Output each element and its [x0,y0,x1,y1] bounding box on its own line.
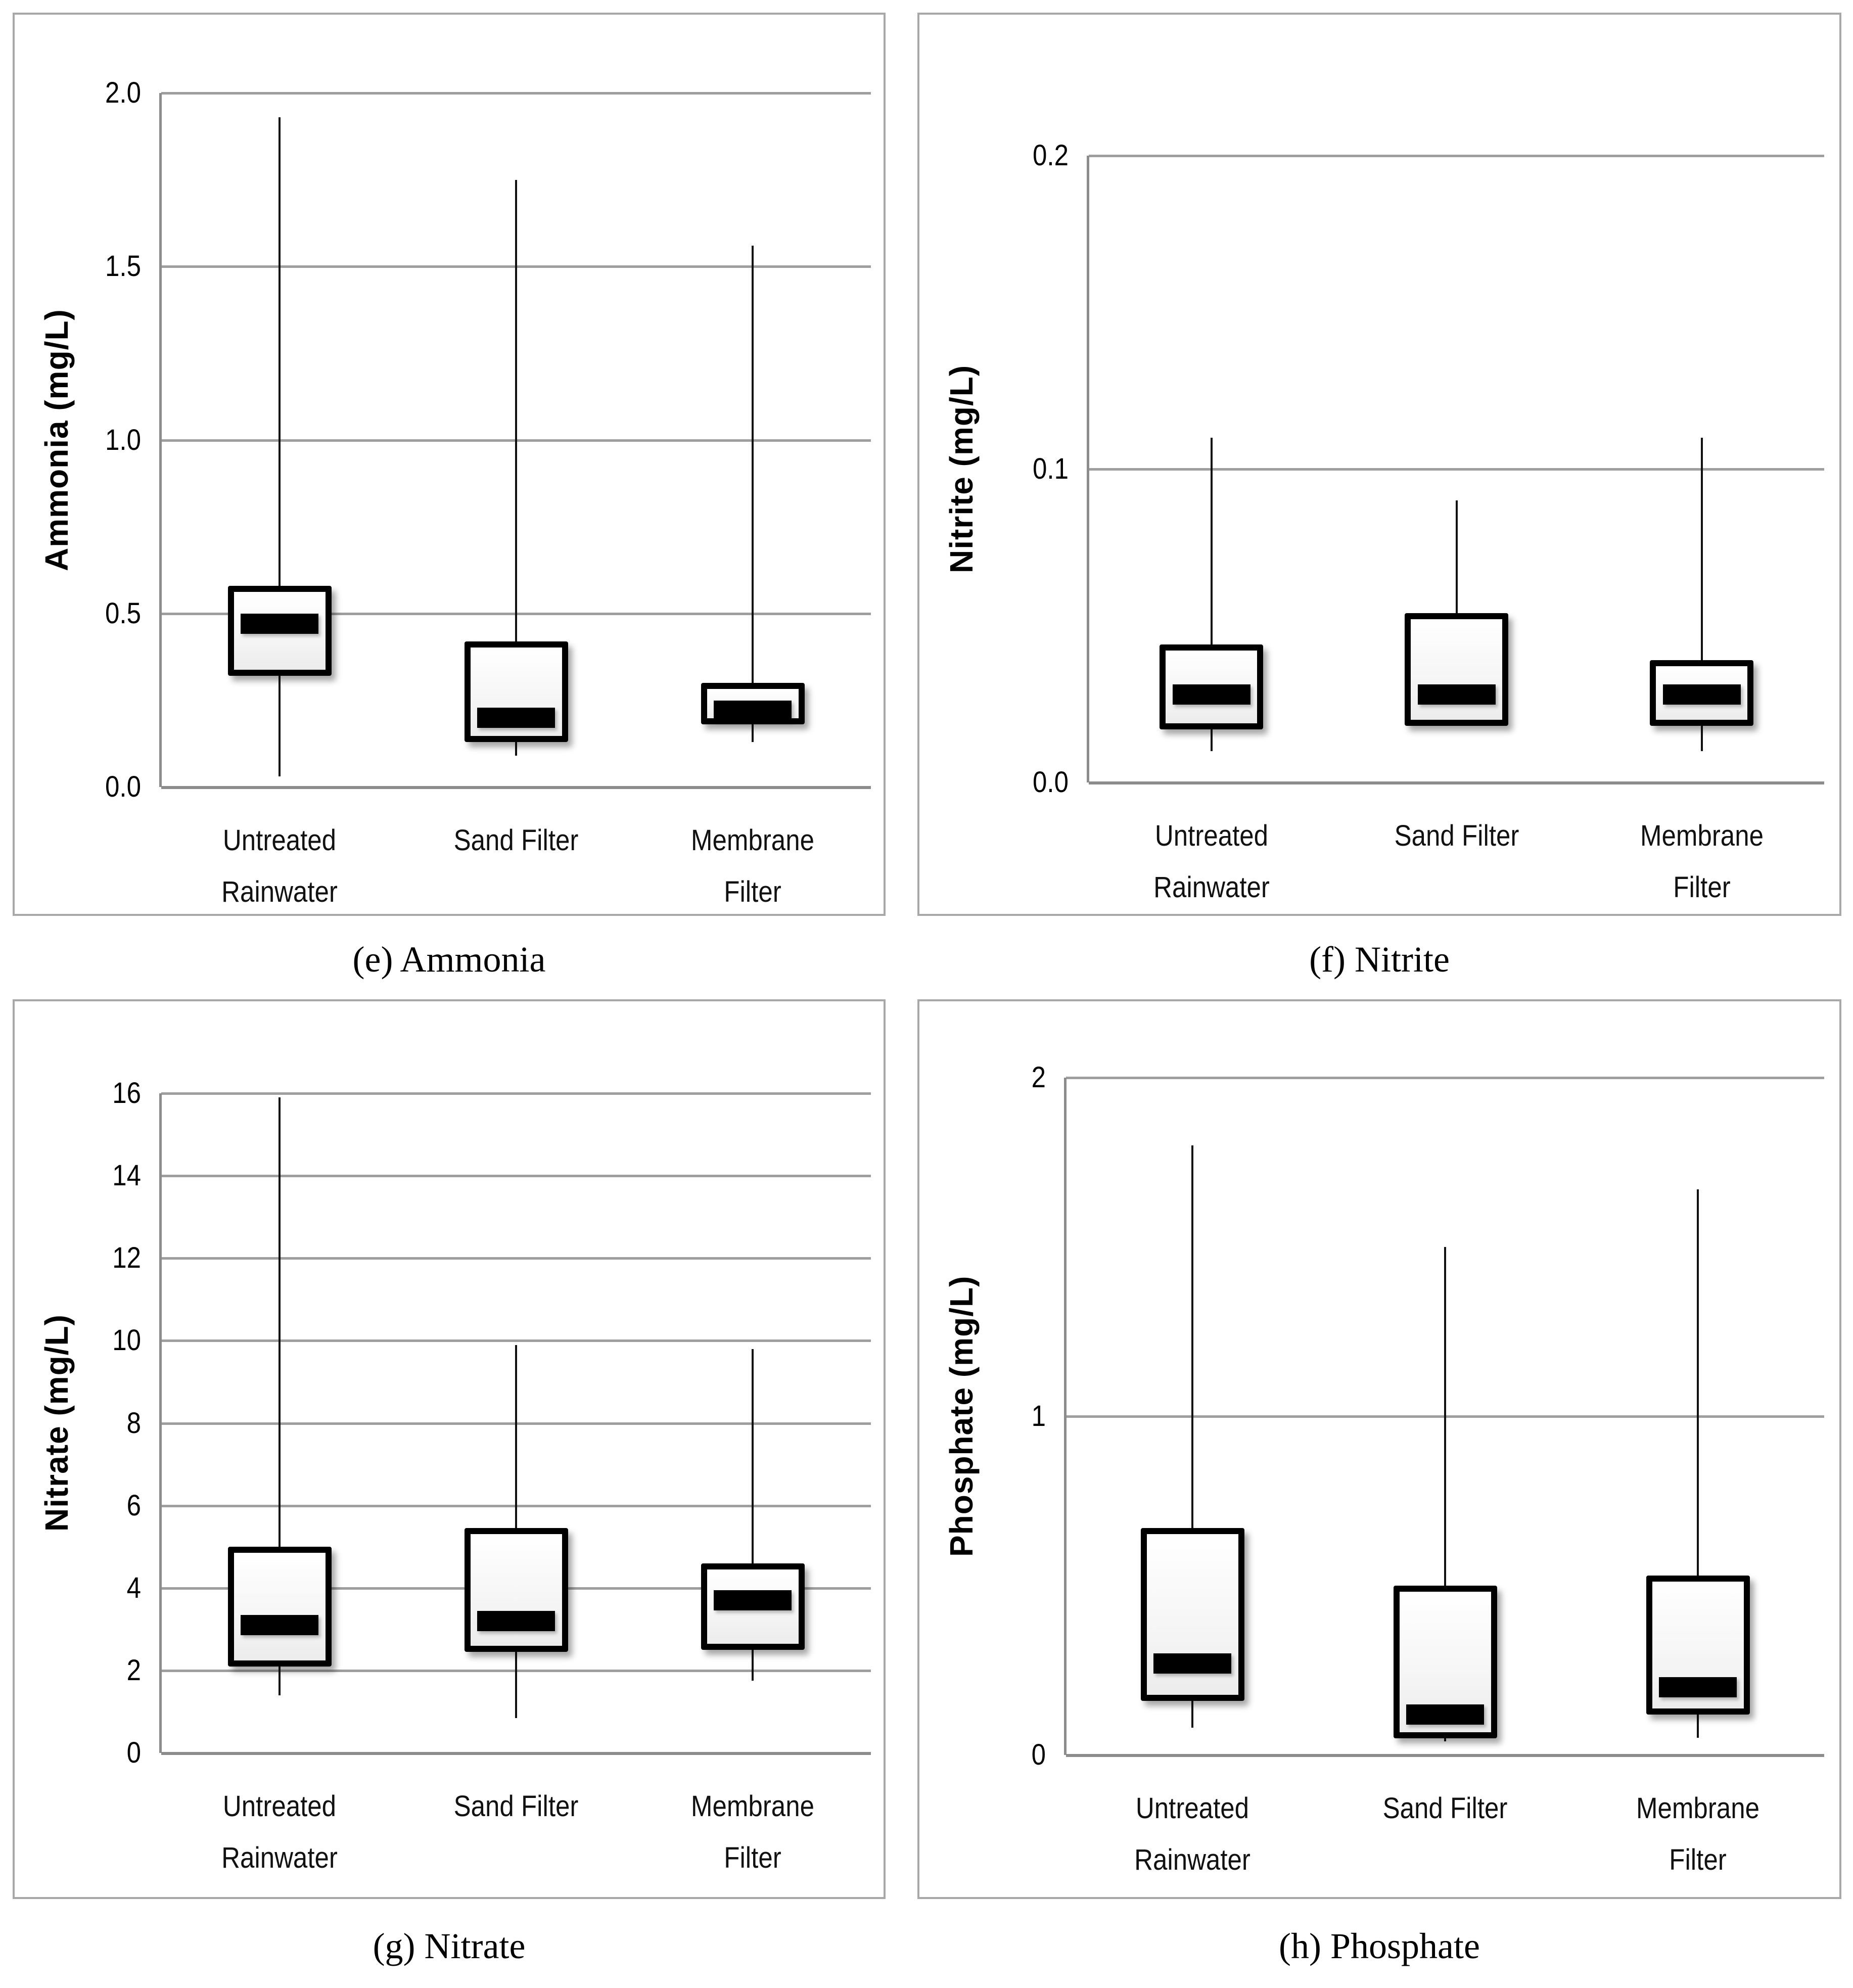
whisker [1697,1189,1699,1738]
y-tick-label: 2.0 [105,76,141,109]
box-plot-box [227,1547,332,1667]
median-bar [477,1611,555,1631]
category-label: Membrane Filter [691,1790,814,1874]
y-tick-label: 1.0 [105,423,141,456]
box-plot-box [1405,613,1508,726]
y-tick-label: 16 [112,1077,141,1109]
y-axis-line [1064,1078,1067,1755]
category-label: Sand Filter [1394,819,1519,852]
y-tick-label: 0 [126,1736,141,1769]
whisker [1700,438,1703,751]
y-tick-label: 1 [1031,1400,1046,1432]
category-label: Sand Filter [1382,1792,1508,1825]
chart-panel-nitrate: Nitrate (mg/L) 16 14 12 10 8 6 4 2 0 Untreated Ra… [13,999,886,1899]
y-tick-label: 2 [1031,1061,1046,1094]
chart-panel-nitrite: Nitrite (mg/L) 0.2 0.1 0.0 Untreated Rainwa… [917,13,1841,916]
y-gridline [1089,781,1824,784]
category-label: Untreated Rainwater [221,1790,338,1874]
plot-area: 0.2 0.1 0.0 Untreated Rainwater Sand Filter M… [919,15,1839,914]
category-label: Membrane Filter [691,824,814,908]
panel-caption: (e) Ammonia [352,939,546,980]
plot-area: 2.0 1.5 1.0 0.5 0.0 Untreated Rainwater Sand F… [15,15,884,914]
y-gridline [161,1752,871,1755]
whisker [752,246,754,742]
median-bar [241,614,318,634]
y-gridline [161,1092,871,1095]
median-bar [477,707,555,728]
panel-caption: (g) Nitrate [373,1925,526,1966]
y-tick-label: 0 [1031,1738,1046,1771]
median-bar [1172,684,1250,705]
whisker [752,1349,754,1681]
y-gridline [1089,468,1824,471]
y-tick-label: 4 [126,1571,141,1604]
box-plot-box [1140,1528,1244,1701]
whisker [1210,438,1213,751]
category-label: Untreated Rainwater [1134,1792,1250,1876]
category-label: Untreated Rainwater [1153,819,1270,904]
y-gridline [161,92,871,95]
y-tick-label: 1.5 [105,250,141,283]
y-tick-label: 0.0 [1033,766,1069,799]
y-tick-label: 10 [112,1324,141,1357]
median-bar [714,1590,792,1611]
y-tick-label: 6 [126,1489,141,1522]
category-label: Sand Filter [453,824,579,857]
y-gridline [161,1257,871,1260]
panel-caption: (h) Phosphate [1279,1925,1480,1966]
y-axis-line [1087,156,1089,782]
plot-area: 16 14 12 10 8 6 4 2 0 Untreated Rainwater Sand Fil… [15,1001,884,1897]
panel-caption: (f) Nitrite [1309,939,1450,980]
category-label: Sand Filter [453,1790,579,1823]
category-label: Untreated Rainwater [221,824,338,908]
y-gridline [161,786,871,789]
plot-area: 2 1 0 Untreated Rainwater Sand Filter Membran… [919,1001,1839,1897]
y-tick-label: 8 [126,1406,141,1440]
y-gridline [161,1175,871,1178]
category-label: Membrane Filter [1640,819,1764,904]
whisker [1191,1145,1193,1728]
y-tick-label: 0.0 [105,770,141,803]
category-label: Membrane Filter [1636,1792,1759,1876]
box-plot-box [464,1528,568,1652]
median-bar [1406,1704,1484,1725]
y-gridline [1066,1077,1824,1079]
y-tick-label: 0.1 [1033,452,1069,485]
median-bar [1153,1653,1231,1674]
y-gridline [1066,1754,1824,1757]
y-tick-label: 0.2 [1033,139,1069,172]
whisker [515,179,517,756]
median-bar [241,1615,318,1636]
y-tick-label: 12 [112,1241,141,1275]
y-tick-label: 2 [126,1653,141,1687]
y-tick-label: 0.5 [105,596,141,630]
median-bar [1662,684,1741,705]
median-bar [1659,1677,1737,1697]
chart-panel-phosphate: Phosphate (mg/L) 2 1 0 Untreated Rainwater S… [917,999,1841,1899]
y-axis-line [159,1093,162,1753]
y-axis-line [159,93,162,787]
median-bar [714,700,792,721]
y-tick-label: 14 [112,1159,141,1192]
y-gridline [1089,155,1824,157]
whisker [279,117,281,777]
y-gridline [161,1339,871,1343]
whisker [279,1097,281,1695]
whisker [1444,1247,1446,1742]
chart-panel-ammonia: Ammonia (mg/L) 2.0 1.5 1.0 0.5 0.0 Untreated … [13,13,886,916]
median-bar [1417,684,1496,705]
